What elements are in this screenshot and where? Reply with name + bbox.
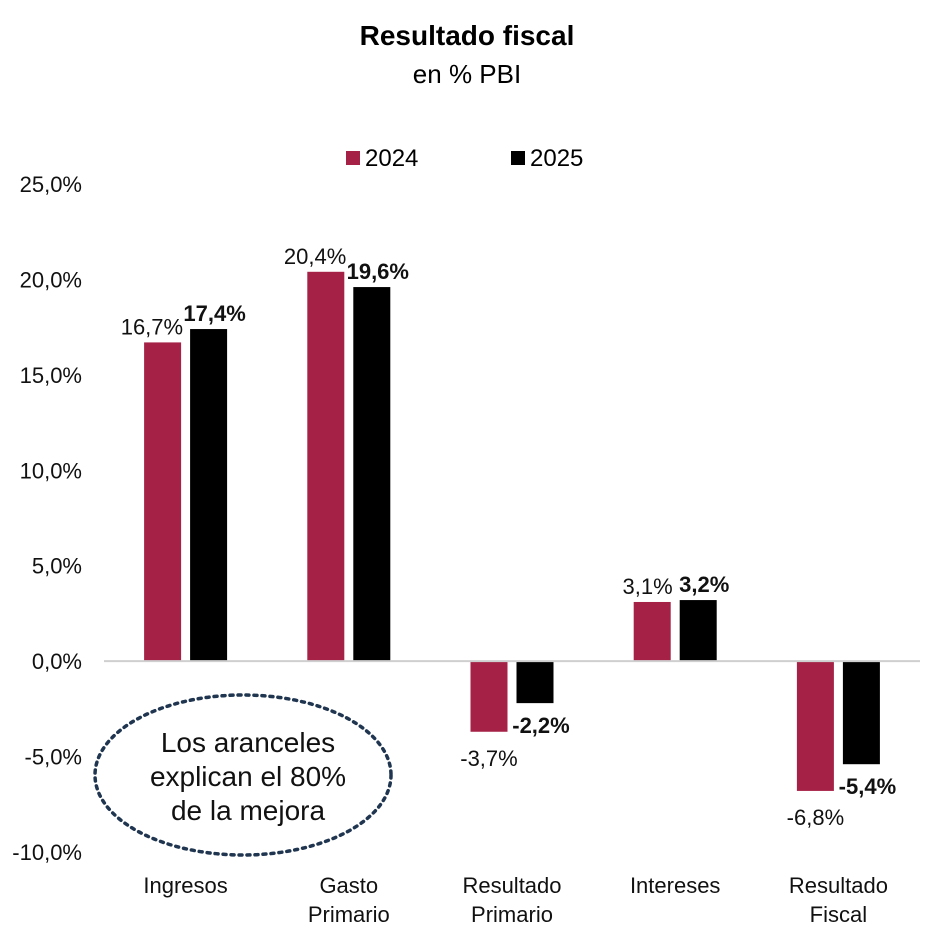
bar-2025-3 [679,600,717,662]
data-label-2024-2: -3,7% [460,746,517,771]
legend-swatch-2024 [346,151,360,165]
y-tick-label: 5,0% [32,554,82,579]
data-label-2025-2: -2,2% [512,713,569,738]
data-label-2024-4: -6,8% [787,805,844,830]
bar-2024-0 [144,342,182,662]
category-label-0: Ingresos [143,873,227,898]
y-tick-label: 15,0% [20,363,82,388]
data-label-2025-1: 19,6% [347,259,409,284]
category-label-4: Fiscal [810,902,867,927]
y-axis: 25,0% 20,0% 15,0% 10,0% 5,0% 0,0% -5,0% -10,0% [12,172,82,865]
data-label-2025-0: 17,4% [183,301,245,326]
category-label-2: Primario [471,902,553,927]
bar-2025-1 [353,287,391,662]
y-tick-label: 10,0% [20,458,82,483]
y-tick-label: 0,0% [32,649,82,674]
category-labels: Ingresos Gasto Primario Resultado Primario In… [143,873,888,927]
bar-2024-1 [307,271,345,662]
chart-subtitle: en % PBI [413,59,521,89]
bar-2025-0 [190,329,228,662]
bar-2025-4 [842,661,880,765]
data-labels: 16,7%17,4% 20,4%19,6% -3,7% -2,2% 3,1% 3,2% -6… [121,244,896,830]
category-label-1: Gasto [319,873,378,898]
bar-2024-2 [470,661,508,732]
category-label-3: Intereses [630,873,721,898]
legend-swatch-2025 [511,151,525,165]
bar-2024-3 [633,601,671,662]
category-label-4: Resultado [789,873,888,898]
data-label-2024-0: 16,7% [121,314,183,339]
legend: 2024 2025 [346,145,583,172]
y-tick-label: 20,0% [20,267,82,292]
y-tick-label: -5,0% [25,745,82,770]
bar-2024-4 [796,661,834,791]
data-label-2024-3: 3,1% [623,574,673,599]
chart-title: Resultado fiscal [360,20,575,51]
annotation-line-1: Los aranceles [161,727,335,758]
bar-2025-2 [516,661,554,704]
bars [144,271,880,791]
legend-label-2024: 2024 [365,145,418,172]
annotation-callout: Los aranceles explican el 80% de la mejo… [93,693,393,857]
data-label-2025-4: -5,4% [839,774,896,799]
legend-label-2025: 2025 [530,145,583,172]
category-label-2: Resultado [462,873,561,898]
annotation-ellipse [93,693,393,857]
y-tick-label: -10,0% [12,840,82,865]
annotation-line-3: de la mejora [171,795,326,826]
category-label-1: Primario [308,902,390,927]
annotation-line-2: explican el 80% [150,761,346,792]
y-tick-label: 25,0% [20,172,82,197]
data-label-2025-3: 3,2% [679,572,729,597]
data-label-2024-1: 20,4% [284,244,346,269]
